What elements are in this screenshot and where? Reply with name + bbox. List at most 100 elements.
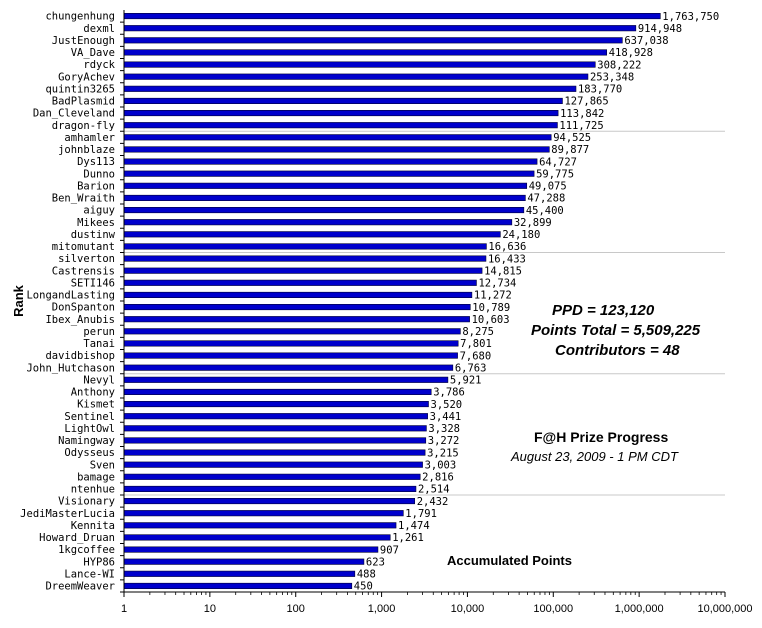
category-label: DonSpanton [52, 302, 115, 314]
category-label: Kismet [77, 399, 115, 411]
category-label: DreemWeaver [45, 581, 115, 593]
value-label: 47,288 [527, 193, 565, 205]
category-label: Namingway [58, 435, 115, 447]
bar [123, 376, 449, 383]
category-label: Odysseus [64, 447, 115, 459]
value-label: 10,789 [472, 302, 510, 314]
ppd-stat: PPD = 123,120 [552, 302, 655, 319]
bar [123, 279, 477, 286]
value-label: 16,433 [488, 253, 526, 265]
x-axis-title: Accumulated Points [447, 553, 572, 568]
bar [123, 413, 428, 420]
value-label: 24,180 [502, 229, 540, 241]
value-label: 1,474 [398, 520, 430, 532]
bar [123, 243, 487, 250]
category-label: perun [83, 326, 115, 338]
bar [123, 461, 423, 468]
category-label: John_Hutchason [26, 362, 115, 374]
category-label: Dan_Cleveland [33, 108, 115, 120]
category-label: Barion [77, 180, 115, 192]
bar [123, 534, 391, 541]
category-label: Ibex_Anubis [45, 314, 115, 326]
bar [123, 231, 501, 238]
category-label: aiguy [83, 205, 115, 217]
value-label: 5,921 [450, 375, 482, 387]
value-label: 94,525 [553, 132, 591, 144]
bar [123, 570, 356, 577]
category-label: dustinw [71, 229, 116, 241]
value-label: 12,734 [478, 278, 516, 290]
category-label: Dys113 [77, 156, 115, 168]
bar [123, 73, 589, 80]
category-label: chungenhung [45, 11, 115, 23]
value-label: 16,636 [488, 241, 526, 253]
bar [123, 49, 608, 56]
category-label: Ben_Wraith [52, 193, 115, 205]
value-label: 2,816 [422, 472, 454, 484]
category-label: bamage [77, 471, 115, 483]
bar [123, 170, 535, 177]
category-label: dragon-fly [52, 120, 115, 132]
value-label: 1,763,750 [662, 11, 719, 23]
value-label: 3,272 [428, 435, 460, 447]
bar [123, 485, 417, 492]
bar [123, 437, 427, 444]
bar [123, 340, 459, 347]
category-label: Sven [90, 459, 115, 471]
bar [123, 582, 353, 589]
value-label: 3,003 [425, 459, 457, 471]
bar [123, 134, 552, 141]
bar [123, 25, 637, 32]
category-label: LongandLasting [26, 290, 115, 302]
x-tick-label: 1,000 [368, 603, 396, 615]
category-label: Tanai [83, 338, 115, 350]
value-label: 6,763 [455, 362, 487, 374]
contributors-stat: Contributors = 48 [555, 342, 680, 359]
bar [123, 316, 470, 323]
bar [123, 97, 563, 104]
category-label: silverton [58, 253, 115, 265]
category-label: Howard_Druan [39, 532, 115, 544]
bar [123, 158, 538, 165]
value-label: 127,865 [564, 96, 608, 108]
bar [123, 194, 526, 201]
value-label: 111,725 [559, 120, 603, 132]
bar [123, 546, 379, 553]
value-label: 45,400 [526, 205, 564, 217]
category-label: GoryAchev [58, 71, 115, 83]
value-label: 183,770 [578, 84, 622, 96]
bar [123, 401, 429, 408]
bar [123, 473, 421, 480]
chart-title: F@H Prize Progress [534, 429, 669, 445]
bar [123, 13, 661, 20]
value-label: 32,899 [514, 217, 552, 229]
value-label: 89,877 [551, 144, 589, 156]
bar [123, 182, 528, 189]
value-label: 3,215 [427, 447, 459, 459]
bar [123, 425, 427, 432]
value-label: 7,680 [460, 350, 492, 362]
value-label: 623 [366, 556, 385, 568]
bar [123, 219, 513, 226]
bar [123, 85, 577, 92]
value-label: 64,727 [539, 156, 577, 168]
category-label: SETI146 [71, 277, 115, 289]
bar [123, 291, 473, 298]
x-tick-label: 10,000 [451, 603, 485, 615]
value-label: 3,441 [430, 411, 462, 423]
value-label: 914,948 [638, 23, 682, 35]
bar [123, 522, 397, 529]
axes-layer: chungenhung 1,763,750 dexml 914,948 JustEnou… [20, 10, 753, 615]
bar [123, 122, 558, 129]
category-label: davidbishop [45, 350, 115, 362]
y-axis-label: Rank [11, 284, 26, 317]
bars-layer [123, 13, 661, 589]
value-label: 3,786 [433, 387, 465, 399]
x-tick-label: 100 [287, 603, 305, 615]
bar [123, 498, 416, 505]
value-label: 113,842 [560, 108, 604, 120]
value-label: 11,272 [474, 290, 512, 302]
bar [123, 304, 471, 311]
category-label: Visionary [58, 496, 115, 508]
